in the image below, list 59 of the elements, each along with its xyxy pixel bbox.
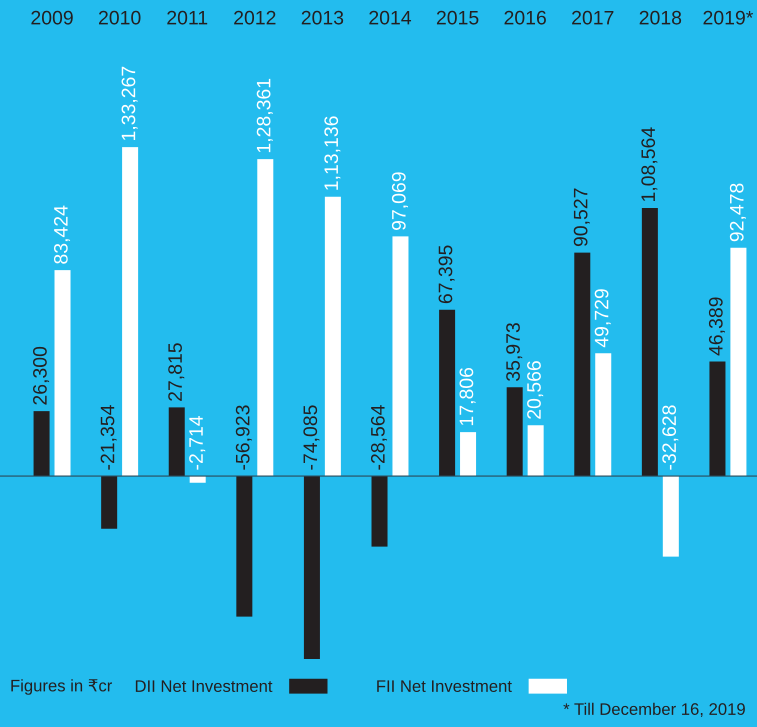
x-tick-label: 2013 [302,10,344,25]
bar [324,196,341,476]
data-label: 49,729 [594,289,611,348]
text: * Till December 16, 2019 [563,702,745,717]
data-label: 83,424 [54,206,70,264]
data-label: 27,815 [168,343,184,401]
bar [372,476,388,547]
bar [34,411,50,476]
bar [730,248,746,476]
bar [392,236,408,476]
x-tick-label: 2016 [504,10,546,25]
data-label: 1,33,267 [122,66,138,140]
bar [54,270,71,476]
x-tick-label: 2014 [369,10,412,25]
data-label: 67,395 [438,245,455,304]
data-label: 92,478 [730,184,746,242]
bar [460,432,476,476]
data-label: 1,28,361 [256,78,273,152]
data-label: 1,13,136 [324,116,340,190]
data-label: 35,973 [506,323,522,381]
bar [528,425,544,476]
data-label: -2,714 [189,416,206,470]
data-label: -21,354 [100,405,117,470]
x-tick-label: 2017 [572,10,614,25]
bar [190,476,206,483]
bar [506,387,523,476]
bar [304,476,320,659]
x-tick-label: 2010 [98,10,141,25]
data-label: -74,085 [303,405,320,470]
data-label: 46,389 [708,297,725,356]
legend-label: FII Net Investment [377,680,512,692]
bar [236,476,252,617]
bar [662,476,679,557]
data-label: 20,566 [527,361,544,419]
data-label: 97,069 [392,172,408,230]
legend-title: Figures in ₹cr [11,679,112,695]
bar [168,407,185,476]
bar [709,362,726,476]
data-label: -32,628 [662,405,678,470]
data-label: -28,564 [370,405,388,470]
data-label: 90,527 [574,188,590,246]
x-tick-label: 2012 [234,10,276,25]
bar [122,147,138,476]
bar [642,208,658,476]
data-label: 1,08,564 [641,127,658,202]
data-label: 26,300 [33,346,50,405]
data-label: -56,923 [236,405,252,470]
bar [257,159,274,476]
bar [439,310,456,476]
bar [595,353,612,476]
x-tick-label: 2018 [640,10,682,25]
bar [574,252,590,476]
x-tick-label: 2019* [704,10,754,25]
bar [101,476,118,529]
x-tick-label: 2015 [436,10,478,25]
x-tick-label: 2009 [31,10,73,25]
legend-label: DII Net Investment [136,680,272,692]
data-label: 17,806 [460,368,476,426]
x-tick-label: 2011 [167,10,208,25]
